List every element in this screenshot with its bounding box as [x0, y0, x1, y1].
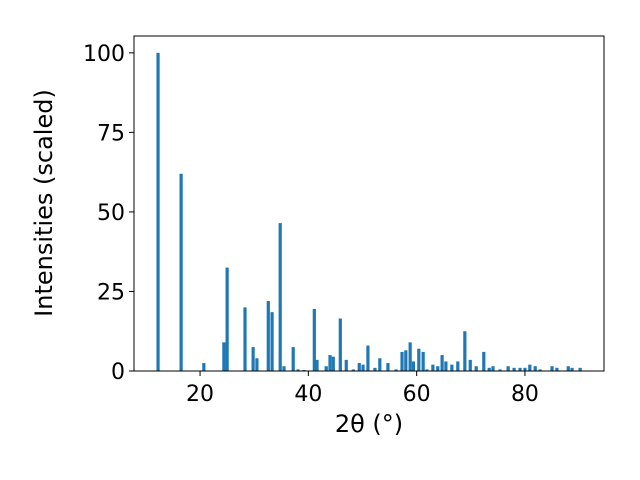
bar — [378, 358, 382, 371]
bar — [373, 367, 377, 371]
y-tick-label: 100 — [83, 42, 125, 67]
bar — [243, 307, 247, 371]
x-axis-label: 2θ (°) — [335, 410, 403, 438]
x-tick-label: 20 — [186, 382, 214, 407]
bar — [315, 359, 319, 371]
bar — [361, 364, 365, 371]
bar — [578, 367, 582, 371]
bar — [411, 361, 416, 371]
bar — [400, 351, 404, 371]
bar — [506, 366, 510, 371]
bar — [357, 363, 361, 371]
bar — [474, 366, 478, 371]
bar — [528, 364, 532, 371]
bar — [417, 348, 421, 371]
plot-frame — [133, 35, 605, 372]
bar — [291, 347, 295, 371]
bar — [421, 351, 425, 371]
y-tick-label: 25 — [97, 280, 125, 305]
bar — [444, 361, 448, 371]
bar — [450, 364, 454, 371]
y-tick-label: 50 — [97, 201, 125, 226]
bar — [538, 369, 542, 371]
bar — [179, 173, 183, 371]
x-tick-label: 80 — [511, 382, 539, 407]
bar — [523, 367, 527, 371]
bar — [266, 301, 270, 371]
bar — [498, 369, 502, 371]
bar — [338, 318, 342, 371]
bar — [482, 351, 486, 371]
bar — [468, 359, 472, 371]
bar — [533, 366, 537, 371]
bar — [278, 223, 282, 371]
bar — [570, 367, 574, 371]
bar — [366, 345, 370, 371]
bar — [202, 363, 206, 371]
bar — [386, 363, 390, 371]
x-tick-label: 40 — [294, 382, 322, 407]
bar — [487, 367, 491, 371]
bar — [518, 367, 522, 371]
bar — [404, 350, 408, 371]
bar — [394, 369, 398, 371]
bar — [408, 342, 412, 371]
bar — [425, 369, 429, 371]
bar — [431, 364, 435, 371]
bar — [463, 331, 467, 371]
bar — [351, 369, 355, 371]
bar — [156, 52, 160, 371]
bar — [255, 358, 259, 371]
y-tick-label: 75 — [97, 121, 125, 146]
bar — [225, 267, 229, 371]
bar — [436, 366, 440, 371]
bar — [324, 366, 328, 371]
bar — [331, 356, 335, 371]
bar — [566, 366, 570, 371]
bar — [222, 342, 226, 371]
bar — [512, 367, 516, 371]
bar — [440, 355, 444, 371]
bar — [555, 367, 559, 371]
bar — [251, 347, 255, 371]
y-axis-label: Intensities (scaled) — [30, 89, 58, 317]
y-tick-label: 0 — [111, 360, 125, 385]
bar — [328, 355, 332, 371]
bar — [550, 366, 554, 371]
bar — [312, 308, 316, 371]
bar — [270, 312, 274, 371]
bar — [344, 359, 348, 371]
bar — [282, 366, 286, 371]
bar — [296, 369, 300, 371]
bar — [456, 361, 460, 371]
bar — [491, 366, 495, 371]
x-tick-label: 60 — [403, 382, 431, 407]
